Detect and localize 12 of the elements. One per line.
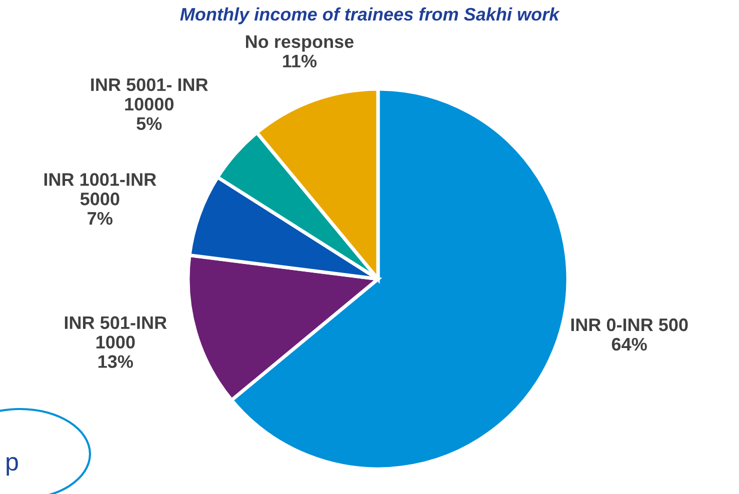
data-label: 7% xyxy=(88,212,112,225)
slice-label: INR 1001-INR 5000 xyxy=(44,173,156,206)
data-label: 64% xyxy=(612,338,647,351)
slice-label: INR 0-INR 500 xyxy=(571,318,688,332)
slice-label: INR 5001- INR 10000 xyxy=(91,78,208,111)
text: p xyxy=(6,457,18,476)
data-label: 13% xyxy=(98,355,133,368)
slice-label: No response xyxy=(246,35,354,52)
chart-title: Monthly income of trainees from Sakhi work xyxy=(180,7,560,24)
slice-label: INR 501-INR 1000 xyxy=(64,316,167,349)
data-label: 11% xyxy=(283,54,317,68)
data-label: 5% xyxy=(136,117,162,130)
